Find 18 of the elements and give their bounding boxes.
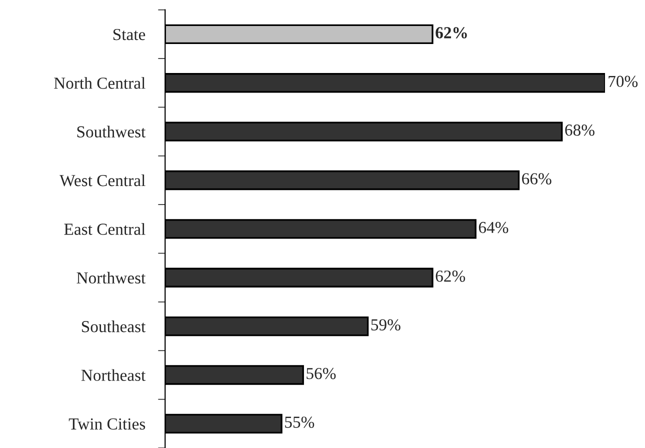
y-tick-label: Southeast xyxy=(82,320,146,332)
y-tick-label: Northwest xyxy=(76,272,146,284)
y-tick-label: Northeast xyxy=(81,369,146,381)
y-tick-label: North Central xyxy=(54,77,146,89)
data-label: 70% xyxy=(608,76,638,88)
y-tick-label: West Central xyxy=(60,174,146,186)
y-tick-label: Southwest xyxy=(77,126,146,138)
data-label: 62% xyxy=(436,27,467,38)
data-label: 64% xyxy=(478,222,508,234)
y-tick-label: East Central xyxy=(64,223,146,235)
data-label: 55% xyxy=(285,416,314,428)
data-label: 56% xyxy=(306,368,336,380)
data-label: 66% xyxy=(522,173,552,184)
data-label: 59% xyxy=(371,319,400,331)
y-tick-label: Twin Cities xyxy=(68,418,146,430)
y-tick-label: State xyxy=(113,28,146,40)
data-label: 68% xyxy=(565,124,594,136)
data-label: 62% xyxy=(436,270,466,282)
